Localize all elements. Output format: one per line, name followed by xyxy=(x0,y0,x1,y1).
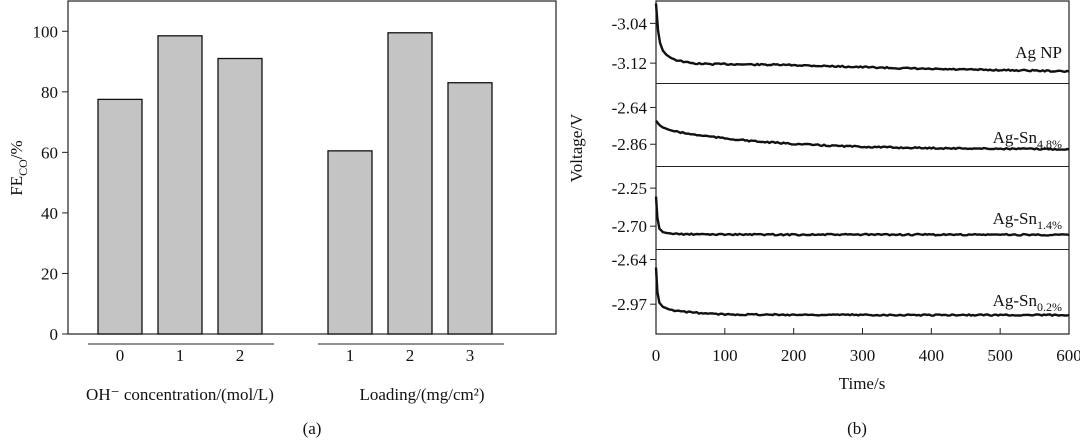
panel-b-x-tick-label: 0 xyxy=(652,346,661,365)
panel-a-bar xyxy=(387,32,433,335)
series-name: Ag NP xyxy=(1015,43,1062,62)
series-name-subscript: 0.2% xyxy=(1037,300,1062,314)
panel-b: -3.04 -3.12 -2.64 -2.86 -2.25 -2.70 -2.64 -2.97… xyxy=(567,0,1080,438)
panel-b-y-tick-label: -2.97 xyxy=(612,295,648,314)
panel-b-x-tick-label: 600 xyxy=(1056,346,1080,365)
panel-a-bars xyxy=(97,32,493,335)
panel-a-plot-frame xyxy=(67,0,557,335)
panel-a-y-tick-label: 60 xyxy=(41,143,58,162)
panel-a-y-tick-label: 0 xyxy=(50,325,59,344)
panel-b-series-line xyxy=(655,120,1070,151)
panel-b-y-axes: -3.04 -3.12 -2.64 -2.86 -2.25 -2.70 -2.64 -2.97 xyxy=(612,14,656,314)
panel-a-y-tick-label: 80 xyxy=(41,83,58,102)
panel-b-subplot-separators xyxy=(656,83,1069,250)
panel-a-x-categories: 0 1 2 1 2 3 xyxy=(116,346,475,365)
panel-b-x-tick-label: 500 xyxy=(987,346,1013,365)
panel-b-y-axis-label: Voltage/V xyxy=(567,113,586,182)
panel-b-y-tick-label: -3.12 xyxy=(612,54,647,73)
panel-a-bar xyxy=(97,98,143,335)
panel-a-y-axis: 0 20 40 60 80 100 xyxy=(33,22,68,344)
panel-b-x-tick-label: 300 xyxy=(850,346,876,365)
panel-a-bar xyxy=(157,35,203,335)
panel-a-group-1-label: OH⁻ concentration/(mol/L) xyxy=(86,385,274,404)
panel-a: 0 20 40 60 80 100 0 1 2 1 2 3 FECO/% OH⁻ concentra… xyxy=(7,0,557,438)
panel-b-series-line xyxy=(654,3,1070,73)
panel-b-curves xyxy=(654,3,1070,317)
panel-b-y-tick-label: -2.86 xyxy=(612,135,647,154)
series-name: Ag-Sn xyxy=(993,209,1038,228)
panel-b-series-label: Ag-Sn4.8% xyxy=(993,128,1062,151)
panel-b-series-line xyxy=(654,196,1070,237)
panel-a-category-label: 1 xyxy=(346,346,355,365)
panel-b-y-tick-label: -2.64 xyxy=(612,98,648,117)
panel-b-series-label: Ag NP xyxy=(1015,43,1062,62)
panel-a-category-label: 1 xyxy=(176,346,185,365)
panel-a-category-label: 0 xyxy=(116,346,125,365)
panel-b-y-tick-label: -3.04 xyxy=(612,14,648,33)
panel-b-x-tick-label: 100 xyxy=(712,346,738,365)
series-name-subscript: 4.8% xyxy=(1037,137,1062,151)
panel-a-bar xyxy=(217,57,263,335)
panel-b-x-tick-label: 400 xyxy=(919,346,945,365)
panel-b-series-label: Ag-Sn0.2% xyxy=(993,291,1062,314)
panel-a-category-label: 3 xyxy=(466,346,475,365)
panel-a-y-axis-label: FECO/% xyxy=(7,140,30,195)
panel-b-plot-frame xyxy=(655,0,1070,335)
panel-a-category-label: 2 xyxy=(236,346,245,365)
panel-b-series-label: Ag-Sn1.4% xyxy=(993,209,1062,232)
panel-a-y-tick-label: 40 xyxy=(41,204,58,223)
panel-a-bar xyxy=(327,150,373,335)
panel-a-caption: (a) xyxy=(303,419,322,438)
panel-a-y-tick-label: 100 xyxy=(33,22,59,41)
panel-a-bar xyxy=(447,82,493,335)
panel-b-y-tick-label: -2.70 xyxy=(612,217,647,236)
panel-b-series-line xyxy=(654,267,1070,317)
panel-b-caption: (b) xyxy=(847,419,867,438)
panel-b-x-axis: 0 100 200 300 400 500 600 xyxy=(652,328,1080,365)
panel-b-x-tick-label: 200 xyxy=(781,346,807,365)
panel-b-x-axis-label: Time/s xyxy=(839,374,886,393)
series-name: Ag-Sn xyxy=(993,291,1038,310)
panel-a-y-tick-label: 20 xyxy=(41,264,58,283)
panel-b-y-tick-label: -2.25 xyxy=(612,179,647,198)
series-name-subscript: 1.4% xyxy=(1037,218,1062,232)
panel-b-y-tick-label: -2.64 xyxy=(612,250,648,269)
panel-a-group-2-label: Loading/(mg/cm²) xyxy=(359,385,484,404)
series-name: Ag-Sn xyxy=(993,128,1038,147)
panel-a-category-label: 2 xyxy=(406,346,415,365)
